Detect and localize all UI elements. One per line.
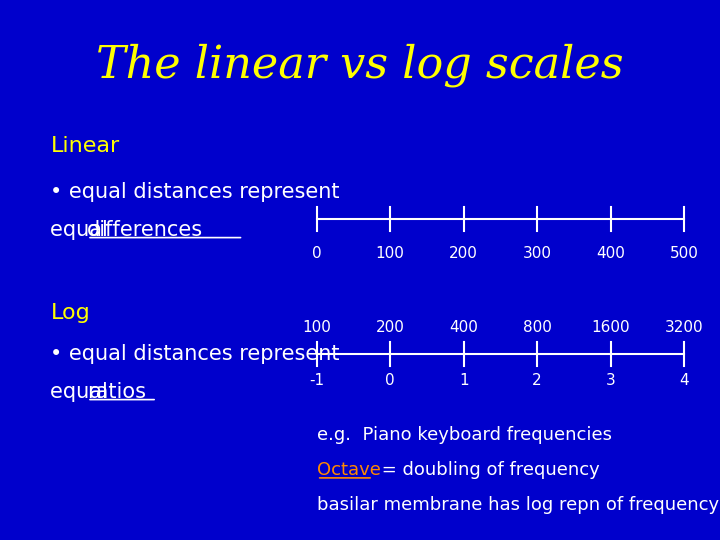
Text: 1: 1 [459,373,469,388]
Text: 200: 200 [376,320,405,335]
Text: • equal distances represent: • equal distances represent [50,181,340,202]
Text: 400: 400 [449,320,478,335]
Text: 0: 0 [385,373,395,388]
Text: e.g.  Piano keyboard frequencies: e.g. Piano keyboard frequencies [317,426,612,444]
Text: 800: 800 [523,320,552,335]
Text: basilar membrane has log repn of frequency: basilar membrane has log repn of frequen… [317,496,719,514]
Text: Linear: Linear [50,136,120,156]
Text: 300: 300 [523,246,552,261]
Text: 0: 0 [312,246,322,261]
Text: 500: 500 [670,246,698,261]
Text: Octave: Octave [317,461,381,479]
Text: 100: 100 [376,246,405,261]
Text: • equal distances represent: • equal distances represent [50,343,340,364]
Text: -1: -1 [309,373,325,388]
Text: ratios: ratios [87,381,146,402]
Text: Log: Log [50,303,90,323]
Text: = doubling of frequency: = doubling of frequency [376,461,600,479]
Text: equal: equal [50,381,115,402]
Text: 3200: 3200 [665,320,703,335]
Text: The linear vs log scales: The linear vs log scales [96,43,624,86]
Text: differences: differences [87,219,203,240]
Text: 100: 100 [302,320,331,335]
Text: 400: 400 [596,246,625,261]
Text: 3: 3 [606,373,616,388]
Text: 200: 200 [449,246,478,261]
Text: equal: equal [50,219,115,240]
Text: 2: 2 [532,373,542,388]
Text: 4: 4 [679,373,689,388]
Text: 1600: 1600 [591,320,630,335]
